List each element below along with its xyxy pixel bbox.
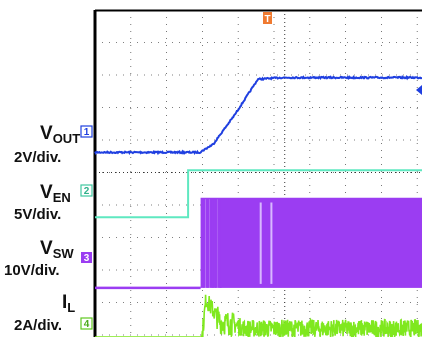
channel-4-scale: 2A/div. — [14, 317, 62, 334]
channel-1-name-main: V — [40, 123, 53, 144]
channel-1-marker-text: 1 — [84, 127, 90, 138]
channel-2-name-main: V — [40, 182, 53, 203]
channel-3-pulse — [207, 199, 209, 288]
channel-1-name-sub: OUT — [53, 131, 81, 146]
channel-3-marker: 3 — [81, 252, 92, 264]
trigger-marker-text: T — [264, 14, 270, 25]
channel-3-name-main: V — [40, 238, 53, 259]
channel-3-scale: 10V/div. — [4, 262, 60, 279]
channel-1-marker: 1 — [81, 126, 92, 138]
channel-3-switching-band — [220, 199, 422, 288]
channel-2-scale: 5V/div. — [14, 206, 61, 223]
channel-2-name-sub: EN — [53, 190, 71, 205]
channel-1-scale: 2V/div. — [14, 149, 61, 166]
channel-4-name-sub: L — [67, 300, 75, 315]
channel-2-marker-text: 2 — [84, 186, 90, 197]
channel-3-pulse — [215, 199, 217, 288]
channel-3-band-gap — [270, 203, 272, 284]
channel-3-band-gap — [260, 203, 262, 284]
channel-4-marker: 4 — [81, 318, 92, 330]
trigger-marker: T — [263, 12, 272, 25]
channel-3-marker-text: 3 — [84, 253, 90, 264]
channel-2-marker: 2 — [81, 185, 92, 197]
channel-3-name-sub: SW — [53, 246, 75, 261]
channel-3-pulse — [203, 199, 205, 288]
channel-4-marker-text: 4 — [84, 319, 90, 330]
